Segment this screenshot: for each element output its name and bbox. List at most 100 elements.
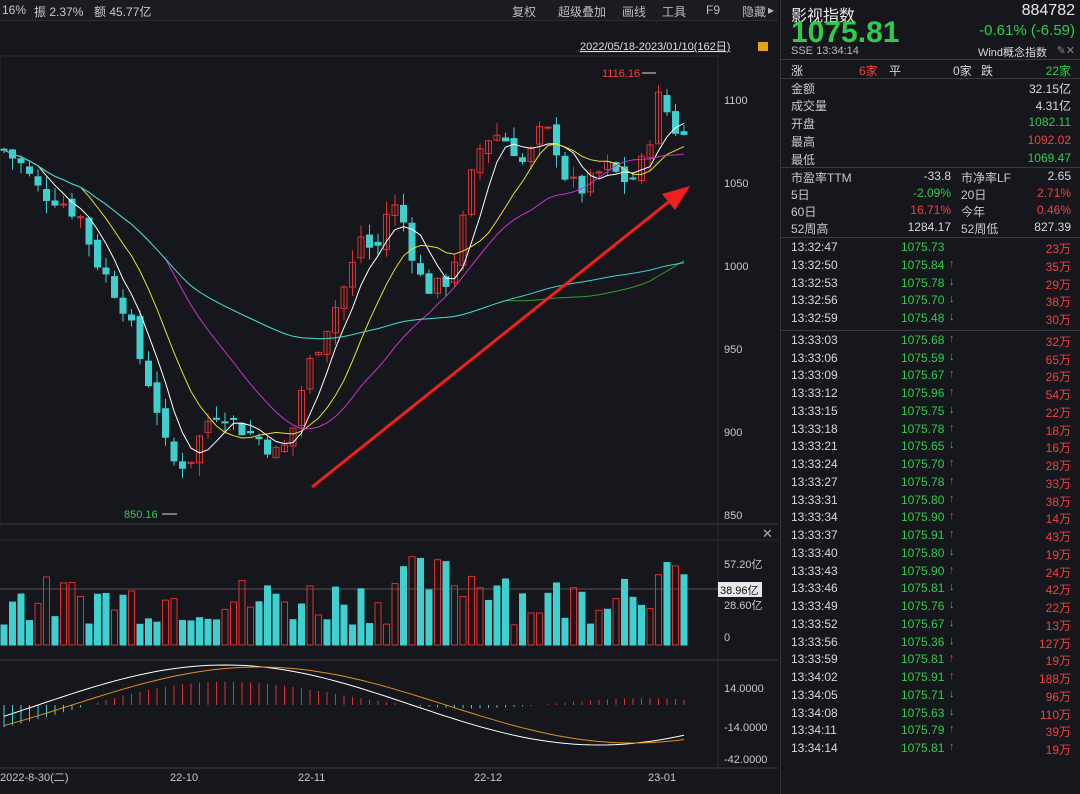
trend-arrow-head: [662, 186, 690, 210]
price-tick: 1000: [724, 261, 748, 273]
close-panel-icon[interactable]: ✕: [762, 526, 773, 541]
volume-bar: [510, 624, 518, 646]
tools-button[interactable]: 工具: [662, 5, 687, 19]
price-tick: 1100: [724, 95, 748, 107]
candle-body: [442, 276, 450, 287]
concept-label[interactable]: Wind概念指数: [977, 47, 1047, 59]
volume-bar: [408, 556, 416, 646]
fuquan-button[interactable]: 复权: [512, 5, 537, 19]
low-label: 最低: [791, 153, 816, 167]
w52l-label: 52周低: [961, 222, 999, 236]
tick-time: 13:33:59: [791, 652, 838, 667]
high-value: 1092.02: [1027, 133, 1071, 147]
date-tick: 22-10: [170, 772, 198, 784]
tick-time: 13:33:31: [791, 492, 838, 507]
candle-body: [26, 166, 33, 174]
d20-value: 2.71%: [1036, 186, 1071, 200]
low-value: 1069.47: [1027, 151, 1071, 165]
tick-volume: 38万: [1045, 494, 1071, 509]
tick-price: 1075.67: [901, 616, 945, 631]
price-axis: 1100 1050 1000 950 900 850: [724, 95, 748, 522]
d5-label: 5日: [791, 188, 810, 202]
volume-bar: [451, 585, 458, 646]
pe-label: 市盈率TTM: [791, 171, 852, 185]
date-range-label[interactable]: 2022/05/18-2023/01/10(162日): [580, 41, 730, 53]
tick-price: 1075.91: [901, 670, 945, 684]
volume-bar: [179, 620, 186, 646]
volume-bar: [400, 566, 407, 646]
candle-body: [553, 124, 560, 156]
down-count: 22家: [1045, 64, 1071, 78]
candle-body: [238, 422, 246, 436]
volume-bar: [349, 624, 356, 646]
candle-body: [170, 441, 178, 462]
candle-body: [213, 417, 220, 420]
tick-row: 13:32:47 1075.73 23万: [791, 240, 1071, 257]
edit-icon[interactable]: ✎✕: [1056, 45, 1075, 57]
f9-button[interactable]: F9: [706, 3, 721, 17]
tick-time: 13:33:21: [791, 439, 838, 454]
tick-time: 13:33:27: [791, 474, 838, 489]
draw-line-button[interactable]: 画线: [622, 5, 647, 19]
candle-body: [332, 307, 339, 334]
tick-price: 1075.75: [901, 403, 945, 418]
vol-tick: 28.60亿: [724, 599, 763, 612]
candle-body: [578, 175, 586, 194]
vol-tick-current: 38.96亿: [720, 584, 759, 597]
change-pct: 16%: [2, 3, 27, 17]
volume-bar: [162, 599, 169, 646]
amplitude: 振 2.37%: [34, 5, 84, 19]
arrow-up-icon: ↑: [949, 368, 955, 381]
candle-body: [519, 157, 526, 163]
candle-body: [289, 427, 297, 447]
arrow-down-icon: ↓: [949, 350, 955, 363]
candle-body: [672, 111, 679, 134]
candle-body: [587, 172, 594, 193]
arrow-down-icon: ↓: [949, 616, 955, 629]
tick-volume: 22万: [1045, 601, 1071, 615]
candle-body: [264, 439, 271, 455]
date-axis: 2022-8-30(二) 22-10 22-11 22-12 23-01: [0, 772, 676, 784]
tick-price: 1075.78: [901, 275, 945, 290]
volume-bar: [306, 585, 314, 646]
open-value: 1082.11: [1028, 115, 1072, 129]
tick-volume: 13万: [1045, 618, 1071, 633]
open-label: 开盘: [791, 117, 816, 131]
expand-icon[interactable]: ▸: [768, 3, 775, 17]
amount-value: 32.15亿: [1028, 82, 1071, 96]
arrow-up-icon: ↑: [949, 528, 955, 540]
tick-price: 1075.36: [901, 634, 945, 649]
volume-bar: [391, 583, 399, 646]
tick-time: 13:33:15: [791, 403, 838, 418]
super-overlay-button[interactable]: 超级叠加: [558, 5, 607, 19]
macd-tick: 14.0000: [724, 683, 764, 695]
candle-body: [374, 241, 382, 246]
ma-line: [3, 122, 685, 454]
tick-volume: 33万: [1045, 476, 1071, 491]
candle-body: [221, 421, 229, 424]
tick-volume: 28万: [1045, 459, 1071, 473]
candle-body: [315, 351, 322, 356]
volume-bar: [26, 620, 33, 646]
volume-bar: [638, 604, 645, 646]
tick-volume: 14万: [1045, 512, 1071, 527]
volume-bar: [672, 565, 679, 646]
volume-bar: [111, 609, 118, 646]
tick-row: 13:33:27 1075.78 ↑ 33万: [791, 475, 1071, 492]
arrow-up-icon: ↑: [949, 421, 955, 434]
candle-body: [128, 314, 135, 321]
candle-body: [340, 286, 348, 309]
volume-bar: [527, 612, 535, 646]
volume-bar: [238, 579, 246, 646]
arrow-up-icon: ↑: [949, 723, 955, 736]
tick-row: 13:33:43 1075.90 ↑ 24万: [791, 564, 1071, 581]
volume-bar: [629, 596, 637, 646]
tick-volume: 23万: [1045, 242, 1071, 256]
hide-button[interactable]: 隐藏: [742, 5, 767, 19]
tick-volume: 39万: [1045, 725, 1071, 740]
candle-body: [680, 131, 688, 135]
volume-bar: [43, 576, 50, 646]
lock-icon[interactable]: [758, 42, 768, 51]
kline-chart[interactable]: 2022/05/18-2023/01/10(162日) 1116.16 850.…: [0, 0, 778, 794]
tick-volume: 188万: [1038, 672, 1071, 686]
